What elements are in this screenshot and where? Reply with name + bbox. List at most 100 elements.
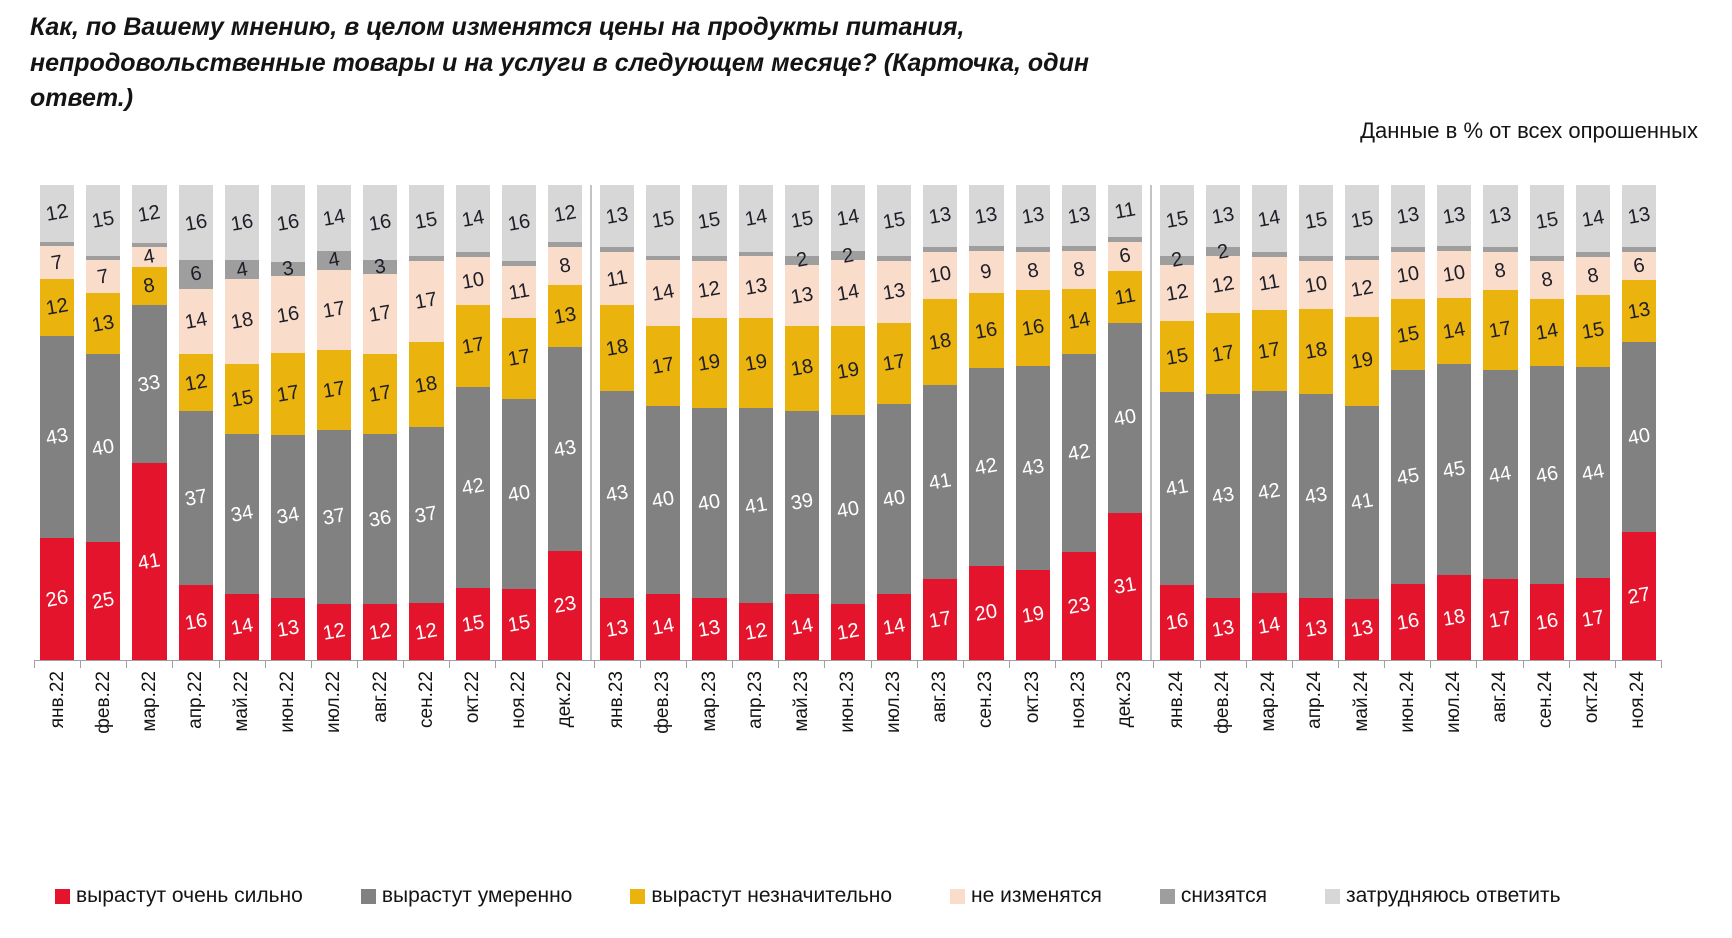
bar-column-окт.24: 17 44 15 8 14 bbox=[1570, 185, 1616, 660]
segment-decrease bbox=[409, 256, 444, 261]
segment-hard_to_say: 12 bbox=[40, 185, 75, 242]
segment-decrease: 4 bbox=[317, 248, 352, 272]
segment-grow_moderate: 41 bbox=[923, 384, 958, 580]
segment-no_change: 18 bbox=[224, 279, 259, 364]
bar-stack: 23 42 14 8 13 bbox=[1061, 185, 1096, 660]
bar-stack: 12 41 19 13 14 bbox=[738, 185, 773, 660]
bar-column-ноя.24: 27 40 13 6 13 bbox=[1616, 185, 1662, 660]
x-axis-cell: апр.23 bbox=[732, 661, 778, 773]
segment-no_change: 6 bbox=[1621, 251, 1657, 280]
x-axis-cell: окт.23 bbox=[1008, 661, 1055, 773]
segment-no_change: 14 bbox=[178, 288, 213, 355]
segment-grow_slight: 17 bbox=[1252, 309, 1287, 392]
x-label-дек.23: дек.23 bbox=[1113, 671, 1135, 728]
bar-stack: 16 37 12 14 6 16 bbox=[178, 185, 213, 660]
x-label-янв.22: янв.22 bbox=[46, 671, 68, 729]
bar-stack: 19 43 16 8 13 bbox=[1015, 185, 1050, 660]
segment-hard_to_say: 15 bbox=[1529, 185, 1564, 257]
bar-column-мар.23: 13 40 19 12 15 bbox=[686, 185, 732, 660]
x-axis-cell: авг.23 bbox=[916, 661, 963, 773]
segment-no_change: 13 bbox=[738, 256, 773, 318]
segment-grow_moderate: 37 bbox=[317, 429, 352, 604]
bar-stack: 15 42 17 10 14 bbox=[455, 185, 490, 660]
segment-grow_moderate: 40 bbox=[1621, 341, 1657, 532]
segment-no_change: 10 bbox=[455, 257, 490, 305]
segment-decrease: 6 bbox=[178, 260, 213, 289]
segment-decrease bbox=[1529, 256, 1564, 261]
x-label-ноя.22: ноя.22 bbox=[507, 671, 529, 729]
segment-grow_slight: 19 bbox=[830, 326, 866, 416]
segment-grow_moderate: 34 bbox=[270, 434, 306, 598]
segment-grow_strong: 13 bbox=[1206, 598, 1241, 660]
bars-row: 26 43 12 7 12 25 40 13 7 15 41 33 8 4 12 16 37 12 14 6 16 14 3… bbox=[34, 185, 1662, 660]
x-axis-cell: авг.24 bbox=[1476, 661, 1522, 773]
segment-decrease bbox=[1107, 237, 1143, 242]
bar-column-май.23: 14 39 18 13 2 15 bbox=[779, 185, 825, 660]
segment-no_change: 7 bbox=[86, 260, 121, 294]
bar-column-мар.22: 41 33 8 4 12 bbox=[126, 185, 172, 660]
x-label-янв.23: янв.23 bbox=[606, 671, 628, 729]
segment-no_change: 17 bbox=[409, 261, 444, 342]
bar-stack: 17 44 15 8 14 bbox=[1575, 185, 1610, 660]
x-label-июн.24: июн.24 bbox=[1396, 671, 1418, 733]
segment-hard_to_say: 13 bbox=[969, 185, 1004, 247]
x-axis-cell: мар.22 bbox=[126, 661, 172, 773]
x-axis-cell: сен.22 bbox=[403, 661, 449, 773]
segment-no_change: 6 bbox=[1107, 242, 1143, 271]
segment-grow_slight: 16 bbox=[969, 293, 1004, 369]
x-axis-cell: дек.23 bbox=[1101, 661, 1147, 773]
segment-hard_to_say: 13 bbox=[1015, 185, 1050, 247]
legend-swatch-icon bbox=[1324, 888, 1340, 904]
segment-no_change: 8 bbox=[1015, 251, 1050, 290]
segment-grow_moderate: 37 bbox=[409, 427, 444, 603]
bar-stack: 18 45 14 10 13 bbox=[1437, 185, 1472, 660]
segment-hard_to_say: 16 bbox=[178, 185, 213, 261]
bar-stack: 13 41 19 12 15 bbox=[1344, 185, 1379, 660]
bar-column-апр.24: 13 43 18 10 15 bbox=[1293, 185, 1339, 660]
bar-column-авг.22: 12 36 17 17 3 16 bbox=[357, 185, 403, 660]
segment-decrease: 2 bbox=[1160, 248, 1195, 272]
bar-stack: 27 40 13 6 13 bbox=[1621, 185, 1657, 660]
segment-no_change: 11 bbox=[1252, 257, 1287, 310]
segment-grow_strong: 16 bbox=[1390, 584, 1426, 660]
bar-column-янв.24: 16 41 15 12 2 15 bbox=[1154, 185, 1200, 660]
segment-grow_slight: 16 bbox=[1015, 289, 1050, 366]
segment-grow_moderate: 42 bbox=[455, 386, 490, 589]
x-axis-cell: ноя.24 bbox=[1614, 661, 1661, 773]
bar-column-дек.23: 31 40 11 6 11 bbox=[1102, 185, 1148, 660]
segment-no_change: 10 bbox=[1390, 251, 1426, 299]
x-label-дек.22: дек.22 bbox=[554, 671, 576, 728]
bar-column-ноя.23: 23 42 14 8 13 bbox=[1056, 185, 1102, 660]
bar-column-авг.24: 17 44 17 8 13 bbox=[1477, 185, 1523, 660]
segment-grow_moderate: 40 bbox=[646, 406, 681, 595]
segment-grow_moderate: 42 bbox=[1061, 354, 1096, 552]
segment-hard_to_say: 15 bbox=[1160, 185, 1195, 256]
segment-grow_strong: 25 bbox=[86, 542, 121, 660]
segment-no_change: 12 bbox=[692, 261, 727, 318]
bar-column-окт.22: 15 42 17 10 14 bbox=[450, 185, 496, 660]
segment-grow_strong: 15 bbox=[501, 588, 536, 660]
segment-grow_strong: 14 bbox=[1252, 592, 1287, 660]
x-label-сен.23: сен.23 bbox=[975, 671, 997, 728]
segment-grow_slight: 15 bbox=[1160, 321, 1195, 392]
segment-no_change: 17 bbox=[363, 274, 398, 355]
bar-stack: 14 40 17 14 15 bbox=[646, 185, 681, 660]
segment-grow_strong: 17 bbox=[1483, 579, 1518, 660]
bar-stack: 13 34 17 16 3 16 bbox=[270, 185, 306, 660]
bar-stack: 16 45 15 10 13 bbox=[1390, 185, 1426, 660]
legend-swatch-icon bbox=[360, 888, 376, 904]
x-label-ноя.23: ноя.23 bbox=[1067, 671, 1089, 729]
segment-grow_strong: 14 bbox=[877, 593, 912, 660]
segment-decrease bbox=[692, 256, 727, 261]
segment-grow_strong: 18 bbox=[1437, 575, 1472, 660]
bar-stack: 13 40 19 12 15 bbox=[692, 185, 727, 660]
x-label-сен.24: сен.24 bbox=[1535, 671, 1557, 728]
segment-hard_to_say: 14 bbox=[317, 185, 352, 251]
bar-stack: 16 46 14 8 15 bbox=[1529, 185, 1564, 660]
segment-grow_strong: 23 bbox=[547, 550, 583, 660]
segment-grow_slight: 15 bbox=[1390, 299, 1426, 371]
legend-swatch-icon bbox=[630, 888, 646, 904]
bar-stack: 31 40 11 6 11 bbox=[1107, 185, 1143, 660]
legend: вырастут очень сильно вырастут умеренно вы… bbox=[55, 884, 1619, 908]
segment-hard_to_say: 13 bbox=[1621, 185, 1657, 247]
